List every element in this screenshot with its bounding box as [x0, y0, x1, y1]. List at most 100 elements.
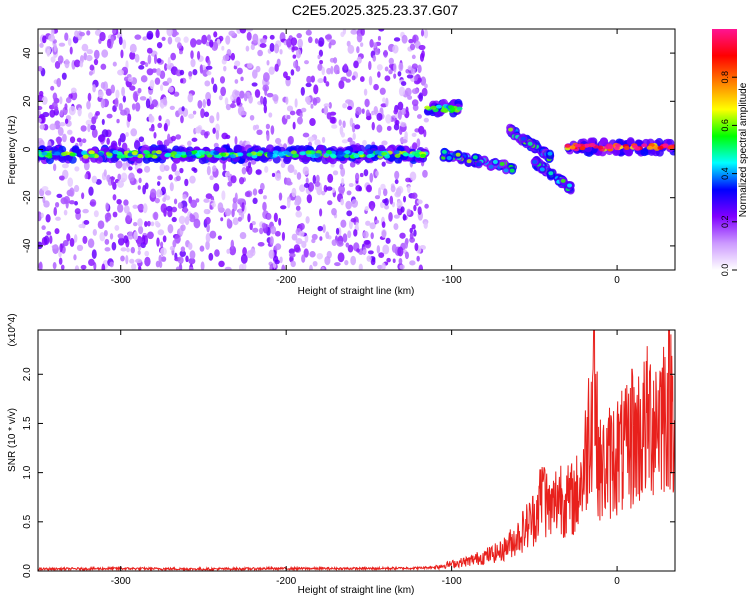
spectrogram-cell [337, 150, 344, 155]
colorbar-axis: 0.0 0.2 0.4 0.6 0.8 [720, 71, 737, 276]
spectrogram-cell [203, 208, 209, 214]
spectrogram-cell [86, 100, 91, 110]
spectrogram-cell [430, 105, 437, 110]
spectrogram-cell [157, 175, 162, 181]
spectrogram-cell [567, 183, 573, 188]
snr-series-line [38, 330, 675, 571]
spectrogram-cell [391, 243, 397, 253]
spectrogram-cell [442, 108, 449, 113]
spectrogram-cell [398, 62, 404, 72]
spectrogram-cell [163, 123, 168, 132]
spectrogram-cell [200, 261, 205, 270]
spectrogram-cell [351, 122, 356, 133]
spectrogram-cell [397, 101, 404, 111]
spectrogram-cell [169, 105, 175, 110]
spectrogram-cell [234, 60, 241, 67]
spectrogram-cell [122, 39, 127, 50]
spectrogram-cell [185, 255, 189, 263]
bottom-x-axis: -300 -200 -100 0 [111, 330, 620, 587]
spectrogram-cell [220, 86, 227, 97]
spectrogram-cell [520, 136, 526, 141]
spectrogram-cell [201, 34, 208, 45]
spectrogram-cell [127, 76, 134, 83]
spectrogram-cell [112, 211, 118, 218]
spectrogram-cell [418, 92, 424, 102]
spectrogram-cell [88, 153, 95, 158]
top-x-axis: -300 -200 -100 0 [111, 29, 620, 286]
spectrogram-cell [129, 51, 136, 60]
spectrogram-cell [55, 201, 60, 208]
spectrogram-cell [229, 245, 237, 256]
spectrogram-cell [249, 114, 255, 121]
spectrogram-cell [208, 252, 214, 261]
spectrogram-cell [295, 238, 303, 245]
colorbar-tick-label: 0.0 [720, 264, 730, 277]
spectrogram-cell [341, 139, 349, 144]
spectrogram-cell [43, 235, 50, 246]
spectrogram-cell [539, 167, 545, 172]
spectrogram-cell [269, 236, 274, 246]
spectrogram-cell [91, 249, 97, 259]
spectrogram-cell [151, 68, 158, 73]
spectrogram-cell [204, 80, 211, 87]
spectrogram-cell [362, 230, 369, 239]
spectrogram-cell [133, 231, 139, 241]
spectrogram-cell [350, 29, 358, 35]
spectrogram-cell [393, 63, 397, 73]
spectrogram-cell [324, 255, 331, 266]
spectrogram-cell [337, 252, 345, 263]
spectrogram-cell [181, 106, 185, 112]
spectrogram-cell [62, 239, 69, 247]
spectrogram-cell [197, 99, 203, 109]
spectrogram-cell [198, 151, 205, 156]
spectrogram-cell [423, 29, 429, 39]
bottom-y-multiplier: (x10^4) [7, 313, 18, 346]
spectrogram-cell [155, 260, 160, 268]
spectrogram-cell [179, 250, 186, 257]
spectrogram-cell [286, 114, 291, 120]
spectrogram-cell [244, 191, 251, 198]
spectrogram-cell [392, 44, 399, 54]
spectrogram-cell [209, 175, 214, 181]
spectrogram-cell [380, 183, 386, 191]
spectrogram-cell [146, 30, 154, 40]
spectrogram-cell [70, 90, 78, 101]
spectrogram-cell [38, 261, 43, 270]
spectrogram-cell [246, 62, 253, 69]
spectrogram-cell [190, 58, 196, 68]
spectrogram-cell [136, 154, 143, 159]
spectrogram-cell [132, 221, 138, 227]
spectrogram-cell [329, 153, 336, 158]
spectrogram-cell [347, 244, 354, 253]
spectrogram-cell [264, 86, 268, 96]
spectrogram-cell [236, 96, 241, 106]
spectrogram-cell [111, 241, 117, 251]
spectrogram-cell [302, 132, 310, 138]
spectrogram-cell [109, 233, 114, 240]
spectrogram-cell [226, 248, 231, 254]
spectrogram-cell [327, 173, 334, 184]
spectrogram-cell [418, 44, 426, 51]
spectrogram-cell [390, 185, 396, 193]
spectrogram-cell [345, 242, 350, 248]
spectrogram-cell [364, 98, 370, 108]
spectrogram-cell [215, 130, 220, 140]
spectrogram-cell [146, 231, 154, 240]
spectrogram-cell [289, 110, 296, 116]
spectrogram-cell [117, 233, 124, 239]
spectrogram-cell [399, 232, 406, 239]
spectrogram-cell [401, 34, 408, 44]
spectrogram-cell [122, 162, 127, 171]
spectrogram-cell [331, 124, 338, 129]
spectrogram-cell [301, 240, 307, 249]
spectrogram-cell [112, 29, 117, 34]
spectrogram-cell [190, 38, 197, 48]
spectrogram-cell [424, 203, 429, 209]
spectrogram-cell [61, 152, 68, 157]
spectrogram-cell [188, 71, 193, 77]
spectrogram-cell [346, 190, 352, 196]
spectrogram-cell [365, 115, 372, 121]
spectrogram-cell [414, 153, 421, 158]
spectrogram-cell [344, 150, 351, 155]
